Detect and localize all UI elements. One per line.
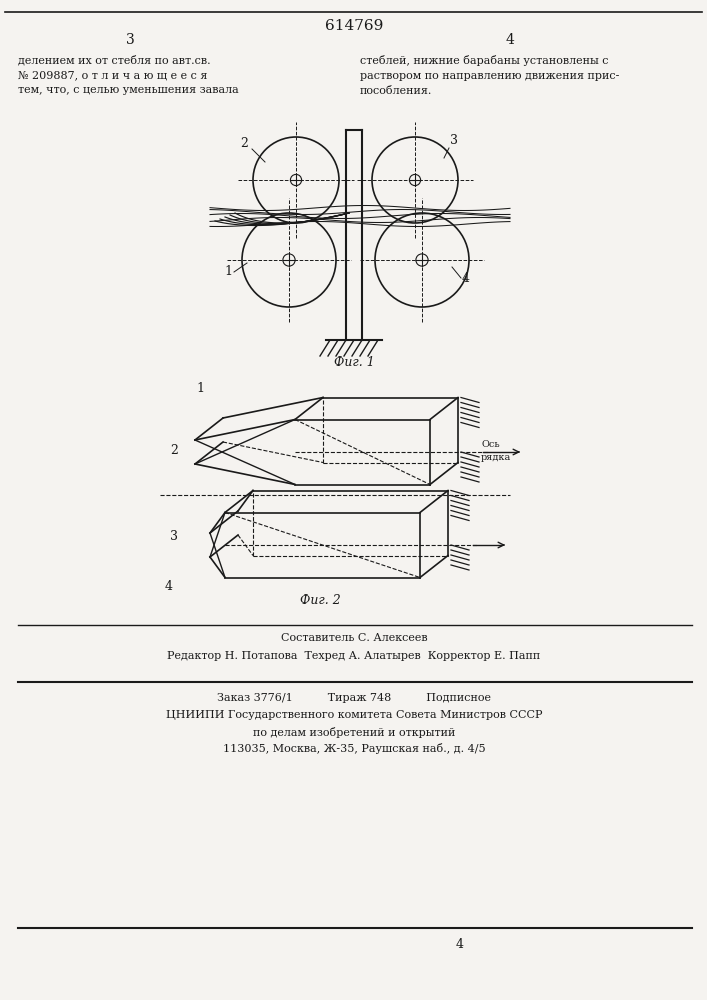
- Text: Фиг. 1: Фиг. 1: [334, 356, 375, 368]
- Text: Заказ 3776/1          Тираж 748          Подписное: Заказ 3776/1 Тираж 748 Подписное: [217, 693, 491, 703]
- Text: 614769: 614769: [325, 19, 383, 33]
- Text: ЦНИИПИ Государственного комитета Совета Министров СССР: ЦНИИПИ Государственного комитета Совета …: [165, 710, 542, 720]
- Text: рядка: рядка: [481, 453, 511, 462]
- Text: 4: 4: [462, 272, 470, 285]
- Text: 3: 3: [170, 530, 178, 543]
- Text: стеблей, нижние барабаны установлены с
раствором по направлению движения прис-
п: стеблей, нижние барабаны установлены с р…: [360, 55, 619, 96]
- Text: Ось: Ось: [481, 440, 500, 449]
- Text: Фиг. 2: Фиг. 2: [300, 593, 340, 606]
- Text: 2: 2: [240, 137, 248, 150]
- Text: Редактор Н. Потапова  Техред А. Алатырев  Корректор Е. Папп: Редактор Н. Потапова Техред А. Алатырев …: [168, 651, 541, 661]
- Text: по делам изобретений и открытий: по делам изобретений и открытий: [253, 726, 455, 738]
- Text: 4: 4: [456, 938, 464, 952]
- Text: 1: 1: [224, 265, 232, 278]
- Text: 1: 1: [196, 382, 204, 395]
- Text: 3: 3: [450, 134, 458, 147]
- Text: 3: 3: [126, 33, 134, 47]
- Text: 2: 2: [170, 444, 178, 457]
- Text: 4: 4: [165, 580, 173, 592]
- Text: Составитель С. Алексеев: Составитель С. Алексеев: [281, 633, 427, 643]
- Text: делением их от стебля по авт.св.
№ 209887, о т л и ч а ю щ е е с я
тем, что, с ц: делением их от стебля по авт.св. № 20988…: [18, 55, 239, 95]
- Text: 4: 4: [506, 33, 515, 47]
- Text: 113035, Москва, Ж-35, Раушская наб., д. 4/5: 113035, Москва, Ж-35, Раушская наб., д. …: [223, 744, 485, 754]
